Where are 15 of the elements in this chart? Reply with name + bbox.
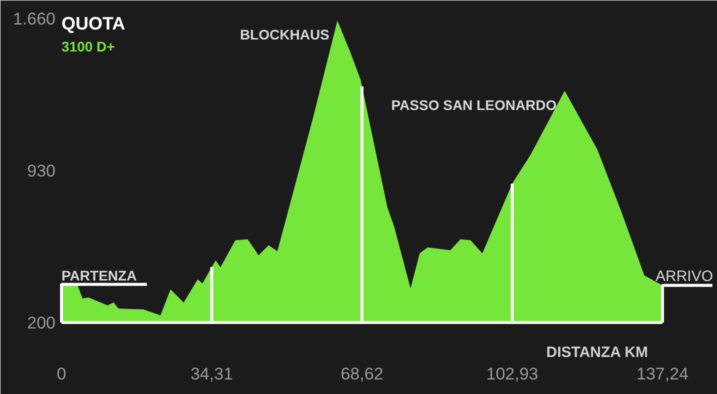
x-tick-label: 137,24 [636,364,688,384]
x-tick-label: 68,62 [340,364,384,384]
annotation: PASSO SAN LEONARDO [391,96,557,113]
chart-title: QUOTA [62,14,126,34]
y-tick-label: 200 [27,314,56,332]
text: 3100 D+ [62,38,115,54]
x-axis-title: DISTANZA KM [546,344,648,361]
x-tick-label: 0 [56,364,66,384]
y-tick-label: 930 [27,162,56,180]
x-tick-label: 34,31 [190,364,234,384]
y-tick-label: 1.660 [12,10,56,28]
annotation: BLOCKHAUS [240,26,330,43]
x-tick-label: 102,93 [486,364,538,384]
annotation: ARRIVO [656,268,714,285]
annotation: PARTENZA [62,267,137,284]
